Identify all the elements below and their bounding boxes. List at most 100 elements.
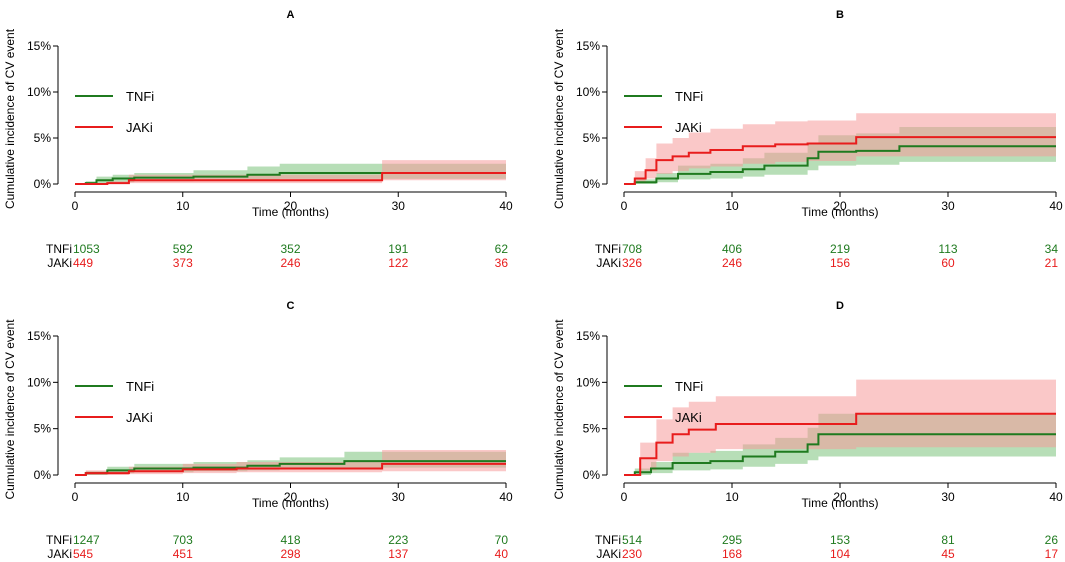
y-tick-label: 0% [583,177,601,191]
x-tick-label: 10 [725,490,739,504]
x-axis-label: Time (months) [802,496,879,510]
panel-d: D 0 10 20 30 40 Time (months) 0% 5% 10% 15% Cumulat… [552,300,1063,561]
series-line-jaki [624,136,1056,185]
risk-count-jaki: 36 [495,256,509,270]
panel-title: D [836,300,844,312]
risk-count-tnfi: 1053 [73,242,100,256]
panel-title: B [836,9,844,21]
risk-count-jaki: 326 [622,256,642,270]
ci-band-jaki [624,379,1056,475]
x-axis-label: Time (months) [252,496,329,510]
x-tick-label: 10 [176,199,190,213]
x-tick-label: 0 [621,490,628,504]
y-tick-label: 5% [34,131,52,145]
risk-row-label-jaki: JAKi [596,547,621,561]
panel-title: C [287,300,295,312]
y-tick-label: 15% [576,329,600,343]
legend-label-jaki: JAKi [675,410,702,425]
risk-row-label-tnfi: TNFi [46,533,72,547]
series-line-jaki [75,172,506,185]
x-tick-label: 20 [284,490,298,504]
risk-count-jaki: 156 [830,256,850,270]
y-tick-label: 0% [583,468,601,482]
y-tick-label: 15% [27,329,51,343]
risk-count-jaki: 246 [280,256,300,270]
y-axis-label: Cumulative incidence of CV event [552,28,566,209]
x-tick-label: 10 [725,199,739,213]
legend-label-tnfi: TNFi [675,89,703,104]
risk-count-tnfi: 708 [622,242,642,256]
risk-count-jaki: 246 [722,256,742,270]
x-axis-label: Time (months) [802,205,879,219]
risk-row-label-tnfi: TNFi [595,533,621,547]
y-tick-label: 10% [576,85,600,99]
x-tick-label: 40 [1049,199,1063,213]
x-tick-label: 40 [1049,490,1063,504]
risk-count-tnfi: 295 [722,533,742,547]
x-tick-label: 20 [833,490,847,504]
risk-count-tnfi: 406 [722,242,742,256]
legend-label-jaki: JAKi [675,120,702,135]
series-line-tnfi [624,145,1056,185]
risk-count-jaki: 545 [73,547,93,561]
y-axis-label: Cumulative incidence of CV event [3,319,17,500]
panel-title: A [287,9,295,21]
risk-count-tnfi: 113 [938,242,957,256]
y-tick-label: 5% [583,422,601,436]
risk-row-label-jaki: JAKi [596,256,621,270]
series-line-jaki [624,412,1056,476]
x-tick-label: 30 [941,490,955,504]
x-tick-label: 30 [941,199,955,213]
y-tick-label: 10% [27,85,51,99]
x-tick-label: 0 [72,199,79,213]
risk-count-tnfi: 223 [388,533,408,547]
risk-count-tnfi: 514 [622,533,642,547]
risk-count-jaki: 17 [1045,547,1059,561]
risk-count-jaki: 168 [722,547,742,561]
risk-count-jaki: 230 [622,547,642,561]
legend-label-tnfi: TNFi [126,379,154,394]
risk-count-tnfi: 34 [1045,242,1059,256]
risk-count-tnfi: 592 [173,242,193,256]
y-tick-label: 15% [27,39,51,53]
risk-count-jaki: 449 [73,256,93,270]
legend-label-jaki: JAKi [126,120,153,135]
risk-count-jaki: 45 [941,547,955,561]
risk-count-jaki: 60 [941,256,955,270]
legend-label-tnfi: TNFi [126,89,154,104]
risk-count-jaki: 298 [280,547,300,561]
panel-c: C 0 10 20 30 40 Time (months) 0% 5% 10% 15% Cumulat… [3,300,513,561]
y-axis-label: Cumulative incidence of CV event [552,319,566,500]
y-tick-label: 5% [583,131,601,145]
x-axis-label: Time (months) [252,205,329,219]
y-tick-label: 15% [576,39,600,53]
y-tick-label: 0% [34,468,52,482]
risk-row-label-tnfi: TNFi [46,242,72,256]
panel-a: A 0 10 20 30 40 Time (months) 0% 5% 10% 15% Cumulat… [3,9,513,270]
risk-count-tnfi: 70 [495,533,509,547]
x-tick-label: 20 [833,199,847,213]
risk-count-tnfi: 352 [280,242,300,256]
y-tick-label: 10% [576,375,600,389]
panel-b: B 0 10 20 30 40 Time (months) 0% 5% 10% 15% Cumulat… [552,9,1063,270]
x-tick-label: 10 [176,490,190,504]
risk-count-jaki: 373 [173,256,193,270]
risk-count-jaki: 122 [388,256,408,270]
risk-count-tnfi: 418 [280,533,300,547]
x-tick-label: 30 [392,199,406,213]
risk-count-jaki: 40 [495,547,509,561]
x-tick-label: 40 [499,490,513,504]
risk-count-tnfi: 1247 [73,533,100,547]
x-tick-label: 0 [621,199,628,213]
x-tick-label: 0 [72,490,79,504]
risk-count-jaki: 21 [1045,256,1059,270]
legend-label-tnfi: TNFi [675,379,703,394]
risk-count-tnfi: 62 [495,242,509,256]
ci-band-jaki [624,113,1056,184]
y-tick-label: 5% [34,422,52,436]
risk-row-label-jaki: JAKi [47,256,72,270]
y-axis-label: Cumulative incidence of CV event [3,28,17,209]
risk-count-tnfi: 81 [941,533,955,547]
legend-label-jaki: JAKi [126,410,153,425]
